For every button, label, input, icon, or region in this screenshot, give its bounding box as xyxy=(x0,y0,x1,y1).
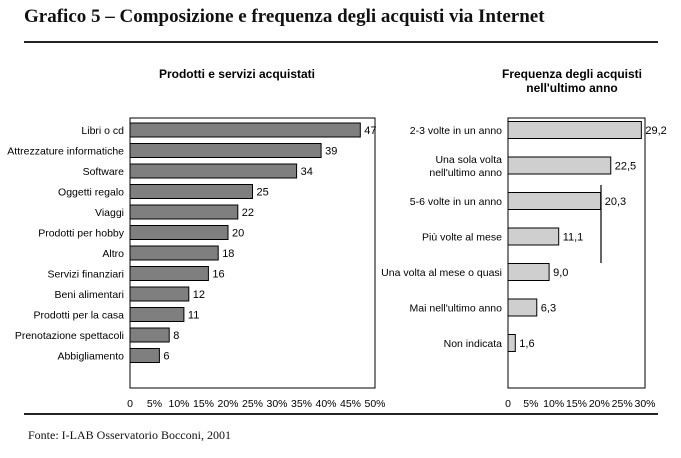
chart-title: Prodotti e servizi acquistati xyxy=(159,67,315,81)
x-tick-label: 45% xyxy=(340,398,361,410)
bar xyxy=(129,122,361,138)
bar xyxy=(129,163,298,179)
bar xyxy=(507,156,612,175)
data-label: 11,1 xyxy=(563,232,584,244)
category-label: nell'ultimo anno xyxy=(429,167,502,179)
category-label: Una sola volta xyxy=(435,154,502,166)
data-label: 16 xyxy=(212,269,224,281)
x-tick-label: 20% xyxy=(217,398,238,410)
category-label: Servizi finanziari xyxy=(48,269,124,281)
category-label: Viaggi xyxy=(95,207,124,219)
x-tick-label: 20% xyxy=(589,398,610,410)
bar xyxy=(129,327,170,343)
data-label: 11 xyxy=(188,310,199,322)
chart-title-line: nell'ultimo anno xyxy=(526,81,618,95)
x-tick-label: 30% xyxy=(266,398,287,410)
bar xyxy=(129,204,239,220)
bar xyxy=(507,121,642,139)
category-label: Prenotazione spettacoli xyxy=(15,330,124,342)
x-tick-label: 25% xyxy=(242,398,263,410)
data-label: 34 xyxy=(301,166,313,178)
plot-frame xyxy=(507,117,646,389)
bar xyxy=(507,334,516,352)
bar xyxy=(129,266,209,281)
category-label: Una volta al mese o quasi xyxy=(381,267,502,279)
data-label: 39 xyxy=(325,146,337,158)
x-tick-label: 15% xyxy=(566,398,587,410)
category-label: Libri o cd xyxy=(81,125,124,137)
data-label: 12 xyxy=(193,289,205,301)
x-tick-label: 15% xyxy=(193,398,214,410)
source-rule xyxy=(24,413,658,415)
x-tick-label: 35% xyxy=(291,398,312,410)
bar xyxy=(129,286,190,302)
category-label: Altro xyxy=(102,248,124,260)
category-label: Prodotti per hobby xyxy=(38,228,125,240)
bar xyxy=(129,143,322,158)
data-label: 1,6 xyxy=(519,338,534,350)
data-label: 20,3 xyxy=(605,196,626,208)
source-note: Fonte: I-LAB Osservatorio Bocconi, 2001 xyxy=(28,428,231,442)
x-tick-label: 0 xyxy=(505,398,511,410)
category-label: Oggetti regalo xyxy=(58,187,124,199)
data-label: 47 xyxy=(364,125,376,137)
bar xyxy=(129,225,229,240)
category-label: Attrezzature informatiche xyxy=(7,146,124,158)
x-tick-label: 10% xyxy=(543,398,564,410)
category-label: Prodotti per la casa xyxy=(34,310,125,322)
x-tick-label: 10% xyxy=(168,398,189,410)
bar xyxy=(129,307,185,322)
category-label: Software xyxy=(83,166,125,178)
bar xyxy=(129,184,253,199)
bar xyxy=(507,298,538,317)
chart-title-line: Frequenza degli acquisti xyxy=(502,67,642,81)
data-label: 22,5 xyxy=(615,161,636,173)
x-tick-label: 5% xyxy=(523,398,538,410)
x-tick-label: 30% xyxy=(634,398,655,410)
data-label: 8 xyxy=(173,330,179,342)
category-label: Mai nell'ultimo anno xyxy=(410,303,503,315)
data-label: 22 xyxy=(242,207,254,219)
bar xyxy=(129,348,160,363)
category-label: Non indicata xyxy=(444,338,503,350)
category-label: 5-6 volte in un anno xyxy=(410,196,502,208)
x-tick-label: 50% xyxy=(364,398,385,410)
bar xyxy=(507,263,550,281)
title-rule xyxy=(24,41,658,43)
x-tick-label: 25% xyxy=(612,398,633,410)
category-label: Abbigliamento xyxy=(57,351,124,363)
x-tick-label: 5% xyxy=(147,398,162,410)
bar xyxy=(507,192,602,210)
data-label: 6 xyxy=(163,351,169,363)
bar xyxy=(507,227,560,246)
x-tick-label: 40% xyxy=(315,398,336,410)
data-label: 25 xyxy=(257,187,269,199)
category-label: Più volte al mese xyxy=(422,232,502,244)
data-label: 18 xyxy=(222,248,234,260)
data-label: 29,2 xyxy=(645,125,666,137)
data-label: 9,0 xyxy=(553,267,568,279)
page-title: Grafico 5 – Composizione e frequenza deg… xyxy=(24,6,545,27)
category-label: 2-3 volte in un anno xyxy=(410,125,502,137)
category-label: Beni alimentari xyxy=(55,289,124,301)
x-tick-label: 0 xyxy=(127,398,133,410)
bar xyxy=(129,245,219,261)
data-label: 6,3 xyxy=(541,303,556,315)
data-label: 20 xyxy=(232,228,244,240)
chart-prodotti-servizi: Prodotti e servizi acquistati Libri o cd 4… xyxy=(7,67,385,410)
